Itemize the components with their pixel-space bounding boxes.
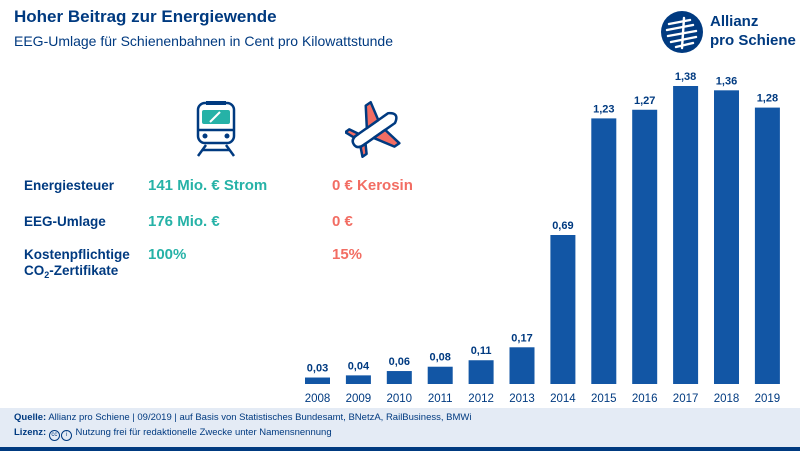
cc-icon: cc [48,430,60,441]
row-label-co2-line1: Kostenpflichtige [24,247,130,262]
by-icon: i [60,430,72,441]
bar-2017 [673,86,699,384]
x-tick-2009: 2009 [346,393,372,405]
footer-license: Lizenz: cc i Nutzung frei für redaktionel… [14,427,332,441]
chart-title: Hoher Beitrag zur Energiewende [14,7,277,26]
license-label: Lizenz: [14,427,47,438]
bar-2019 [754,107,780,384]
x-tick-2019: 2019 [755,393,781,405]
bar-2015 [591,118,617,385]
logo-line-1: Allianz [710,13,759,30]
x-tick-2016: 2016 [632,393,658,405]
rail-value-co2: 100% [148,246,187,263]
x-tick-2018: 2018 [714,393,740,405]
license-text: Nutzung frei für redaktionelle Zwecke un… [75,427,332,438]
data-label-2015: 1,23 [593,103,614,115]
data-label-2012: 0,11 [471,345,492,357]
air-value-eeg: 0 € [332,213,353,230]
row-label-energy-tax: Energiesteuer [24,178,115,193]
data-label-2016: 1,27 [634,95,655,107]
row-label-eeg: EEG-Umlage [24,214,106,229]
x-tick-2011: 2011 [428,393,453,405]
x-tick-2008: 2008 [305,393,331,405]
data-label-2010: 0,06 [389,356,410,368]
air-value-energy-tax: 0 € Kerosin [332,177,413,194]
allianz-logo-icon [661,11,703,53]
bar-2012 [468,360,494,384]
row-label-co2-line2: CO2-Zertifikate [24,263,119,280]
source-label: Quelle: [14,412,47,423]
bar-2018 [714,90,739,384]
x-tick-2017: 2017 [673,393,699,405]
footer-band [0,408,800,451]
row-label-co2: Kostenpflichtige CO2-Zertifikate [24,247,130,283]
x-tick-2012: 2012 [468,393,494,405]
airplane-icon [345,100,401,158]
bottom-strip [0,447,800,451]
bar-2013 [509,347,535,384]
chart-subtitle: EEG-Umlage für Schienenbahnen in Cent pr… [14,33,393,49]
data-label-2018: 1,36 [716,75,737,87]
x-tick-2015: 2015 [591,393,617,405]
data-label-2019: 1,28 [757,93,778,105]
source-text: Allianz pro Schiene | 09/2019 | auf Basi… [48,412,472,423]
bar-2011 [427,366,453,384]
train-icon [196,101,236,157]
x-tick-2010: 2010 [387,393,413,405]
brand-logo: Allianz pro Schiene [660,10,796,54]
x-tick-2013: 2013 [509,393,535,405]
logo-line-2: pro Schiene [710,32,796,49]
data-label-2009: 0,04 [348,360,370,372]
footer-source: Quelle: Allianz pro Schiene | 09/2019 | … [14,412,471,423]
bar-2009 [345,375,371,384]
x-tick-2014: 2014 [550,393,576,405]
data-label-2011: 0,08 [429,352,450,364]
data-label-2008: 0,03 [307,363,328,375]
bar-2010 [386,371,412,384]
bar-2014 [550,235,576,384]
data-label-2017: 1,38 [675,71,696,83]
rail-value-energy-tax: 141 Mio. € Strom [148,177,268,194]
bar-2008 [305,377,330,384]
logo-wordmark: Allianz pro Schiene [710,12,796,50]
bar-2016 [632,109,658,384]
air-value-co2: 15% [332,246,363,263]
data-label-2013: 0,17 [511,332,532,344]
rail-value-eeg: 176 Mio. € [148,213,220,230]
data-label-2014: 0,69 [552,220,573,232]
